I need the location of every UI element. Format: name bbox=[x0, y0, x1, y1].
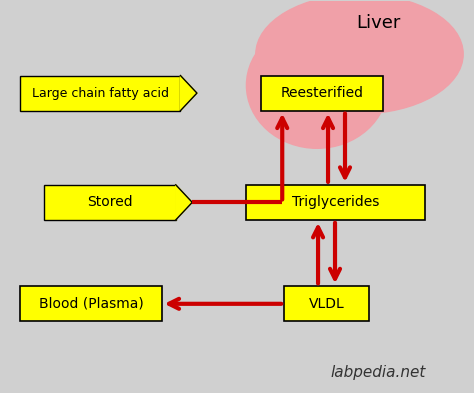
FancyBboxPatch shape bbox=[261, 75, 383, 111]
Text: Reesterified: Reesterified bbox=[280, 86, 363, 100]
Polygon shape bbox=[181, 75, 197, 111]
FancyBboxPatch shape bbox=[246, 185, 426, 220]
Text: Blood (Plasma): Blood (Plasma) bbox=[38, 297, 143, 311]
Text: Stored: Stored bbox=[87, 195, 133, 209]
Ellipse shape bbox=[256, 0, 463, 114]
Polygon shape bbox=[176, 185, 192, 220]
Text: Large chain fatty acid: Large chain fatty acid bbox=[32, 86, 169, 99]
FancyBboxPatch shape bbox=[20, 286, 162, 321]
Text: labpedia.net: labpedia.net bbox=[331, 365, 426, 380]
Text: VLDL: VLDL bbox=[309, 297, 345, 311]
FancyBboxPatch shape bbox=[20, 75, 181, 111]
Text: Triglycerides: Triglycerides bbox=[292, 195, 380, 209]
FancyBboxPatch shape bbox=[44, 185, 176, 220]
FancyBboxPatch shape bbox=[284, 286, 369, 321]
Text: Liver: Liver bbox=[356, 14, 401, 32]
Ellipse shape bbox=[246, 22, 388, 148]
